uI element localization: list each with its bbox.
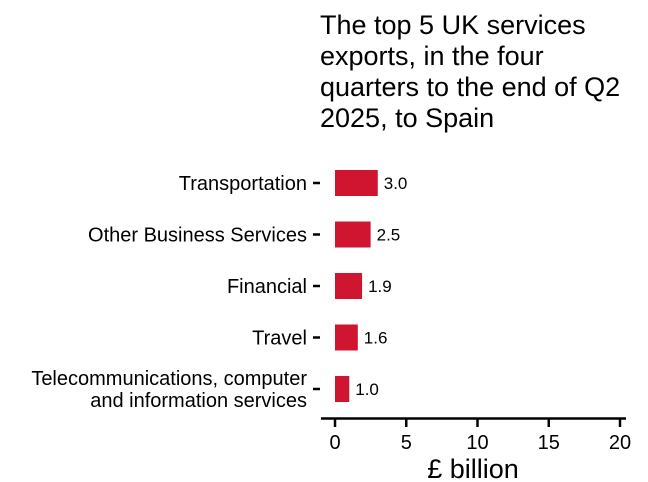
bar-value-label: 3.0 xyxy=(384,174,408,193)
category-labels-group: Transportation Other Business Services Fin… xyxy=(31,173,307,412)
x-tick-label: 0 xyxy=(329,432,340,454)
bars-group xyxy=(335,170,378,402)
category-label: and information services xyxy=(90,390,307,412)
bar xyxy=(335,324,358,351)
bar xyxy=(335,221,371,248)
category-label: Travel xyxy=(252,328,307,350)
bar xyxy=(335,376,350,402)
bar-value-label: 1.9 xyxy=(368,277,392,296)
x-tick-label: 15 xyxy=(538,432,560,454)
x-tick-label: 5 xyxy=(401,432,412,454)
category-label: Financial xyxy=(227,276,307,298)
category-label: Other Business Services xyxy=(88,225,307,247)
bar xyxy=(335,170,378,196)
bar-value-label: 2.5 xyxy=(377,226,401,245)
x-tick-label: 10 xyxy=(466,432,488,454)
value-labels-group: 3.0 2.5 1.9 1.6 1.0 xyxy=(355,174,407,399)
bar xyxy=(335,273,363,299)
x-tick-label: 20 xyxy=(609,432,631,454)
x-ticks-group: 0 5 10 15 20 xyxy=(329,419,631,454)
y-ticks-group xyxy=(313,181,320,391)
category-label: Transportation xyxy=(179,173,307,195)
bar-value-label: 1.0 xyxy=(355,380,379,399)
category-label: Telecommunications, computer xyxy=(31,368,307,390)
chart-title: The top 5 UK services exports, in the fo… xyxy=(320,10,621,133)
x-axis-title: £ billion xyxy=(427,454,519,482)
bar-value-label: 1.6 xyxy=(364,329,388,348)
